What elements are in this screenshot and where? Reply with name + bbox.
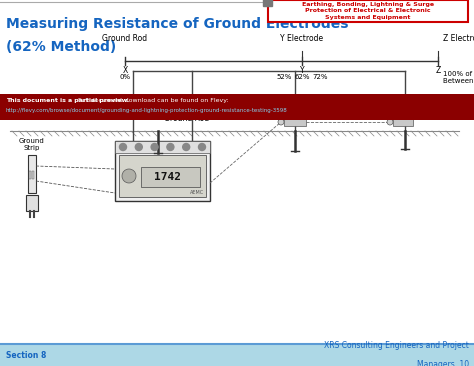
Circle shape [199,143,206,150]
Text: 52%: 52% [276,74,292,80]
Circle shape [182,143,190,150]
Bar [115,141,210,153]
Text: 62%: 62% [294,74,310,80]
Bar [115,141,210,201]
Text: Measuring Resistance of Ground Electrodes: Measuring Resistance of Ground Electrode… [6,17,348,31]
Bar [263,0,272,6]
Bar [0,94,474,120]
Text: Z Electrode: Z Electrode [443,34,474,43]
Bar [29,171,31,179]
Text: 0%: 0% [119,74,130,80]
Text: Ground Rod: Ground Rod [164,114,209,123]
Text: (62% Method): (62% Method) [6,40,116,54]
Circle shape [119,143,127,150]
Bar [393,118,413,126]
Circle shape [278,119,284,125]
Text: 1742: 1742 [154,172,181,182]
Text: 100% of distance
Between X and Z: 100% of distance Between X and Z [443,71,474,84]
Circle shape [151,143,158,150]
Text: Earthing, Bonding, Lightning & Surge
Protection of Electrical & Electronic
Syste: Earthing, Bonding, Lightning & Surge Pro… [302,2,434,20]
Text: XRS Consulting Engineers and Project: XRS Consulting Engineers and Project [324,341,469,350]
Circle shape [135,143,142,150]
Text: http://flevy.com/browse/document/grounding-and-lightning-protection-ground-resis: http://flevy.com/browse/document/groundi… [6,108,288,113]
Circle shape [167,143,174,150]
Text: Z: Z [436,66,441,75]
Circle shape [387,119,393,125]
Text: 72%: 72% [312,74,328,80]
Text: Z Electrode: Z Electrode [415,96,459,105]
Text: Full document download can be found on Flevy:: Full document download can be found on F… [74,98,228,103]
Text: X: X [122,66,128,75]
Bar [0,344,474,366]
Bar [141,167,200,187]
Text: Section 8: Section 8 [6,351,46,359]
Text: AEMC: AEMC [190,190,204,195]
Text: Alligator Clips: Alligator Clips [195,102,249,111]
Text: Y: Y [300,66,304,75]
Text: Managers  10: Managers 10 [417,360,469,366]
Bar [32,171,34,179]
Text: Y Electrode: Y Electrode [281,34,324,43]
Text: Ground
Strip: Ground Strip [19,138,45,151]
Circle shape [122,169,136,183]
Text: This document is a partial preview.: This document is a partial preview. [6,98,129,103]
Text: Ground Rod: Ground Rod [102,34,147,43]
Bar [284,118,306,126]
Bar [26,195,38,211]
Bar [28,155,36,193]
Text: Y Electrode: Y Electrode [309,96,352,105]
Bar [268,0,468,22]
Bar [119,155,206,197]
